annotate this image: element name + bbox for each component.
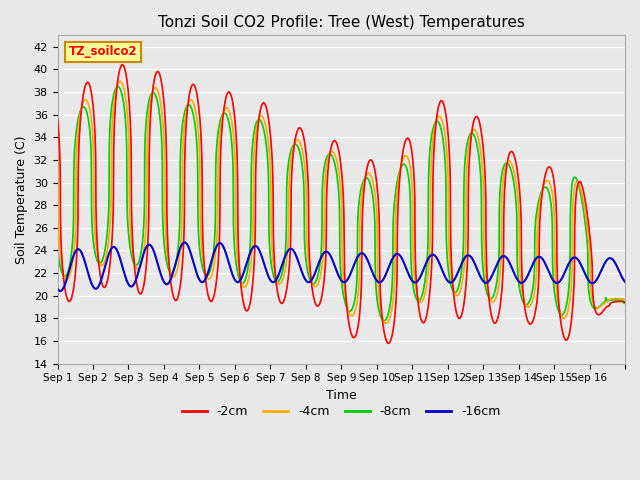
Text: TZ_soilco2: TZ_soilco2: [69, 45, 138, 58]
-8cm: [545, 189, 552, 194]
-2cm: [118, 62, 126, 68]
-8cm: [380, 318, 388, 324]
-4cm: [54, 151, 61, 157]
-8cm: [614, 297, 621, 303]
-4cm: [233, 248, 241, 253]
-4cm: [614, 296, 621, 301]
Legend: -2cm, -4cm, -8cm, -16cm: -2cm, -4cm, -8cm, -16cm: [177, 400, 506, 423]
Y-axis label: Soil Temperature (C): Soil Temperature (C): [15, 135, 28, 264]
-8cm: [110, 90, 118, 96]
-4cm: [110, 98, 118, 104]
-4cm: [621, 297, 629, 303]
-4cm: [382, 321, 390, 326]
-2cm: [513, 163, 520, 169]
Line: -16cm: -16cm: [58, 242, 625, 291]
-2cm: [621, 300, 629, 305]
-16cm: [545, 268, 552, 274]
-2cm: [376, 256, 383, 262]
-16cm: [513, 276, 520, 281]
Line: -8cm: -8cm: [58, 86, 625, 321]
-16cm: [621, 279, 629, 285]
-16cm: [376, 279, 383, 285]
-16cm: [614, 264, 621, 270]
-2cm: [233, 148, 241, 154]
-4cm: [545, 179, 552, 184]
-16cm: [234, 279, 241, 285]
-16cm: [54, 286, 61, 292]
-2cm: [54, 116, 61, 121]
-8cm: [114, 84, 122, 89]
-4cm: [513, 183, 520, 189]
-2cm: [614, 299, 621, 304]
-16cm: [111, 244, 118, 250]
-16cm: [56, 288, 64, 294]
Title: Tonzi Soil CO2 Profile: Tree (West) Temperatures: Tonzi Soil CO2 Profile: Tree (West) Temp…: [158, 15, 525, 30]
-8cm: [233, 266, 241, 272]
-8cm: [513, 208, 520, 214]
Line: -2cm: -2cm: [58, 65, 625, 343]
-4cm: [116, 78, 124, 84]
Line: -4cm: -4cm: [58, 81, 625, 324]
-16cm: [181, 240, 189, 245]
X-axis label: Time: Time: [326, 389, 356, 402]
-4cm: [376, 299, 383, 305]
-8cm: [621, 300, 629, 306]
-2cm: [545, 164, 552, 170]
-8cm: [54, 245, 61, 251]
-8cm: [376, 310, 383, 316]
-2cm: [385, 340, 392, 346]
-2cm: [110, 126, 118, 132]
